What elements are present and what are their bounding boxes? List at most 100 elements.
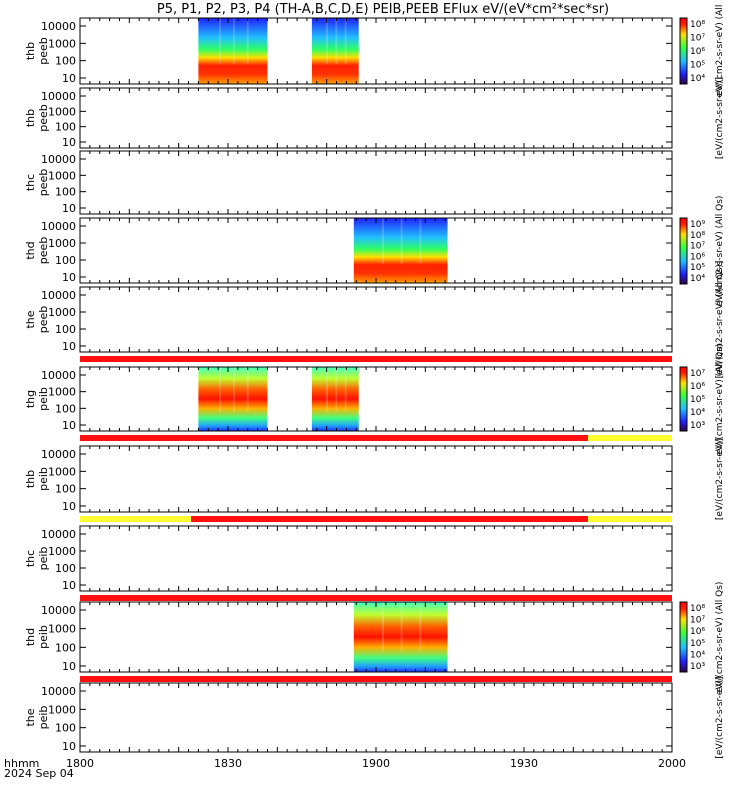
colorbar-label: eV/(cm2-s-sr-eV) (All Qs) (715, 582, 725, 693)
y-tick-label: 100 (55, 722, 76, 735)
spectrogram-panel: 10000 1000 100 10 the peib (24, 682, 673, 753)
colorbar-tick-label: 10⁷ (690, 242, 705, 252)
panel-ylabel: thd (24, 241, 37, 259)
colorbar: 10⁸ 10⁷ 10⁶ 10⁵ 10⁴ eV/(cm2-s-sr-eV) (All (679, 5, 725, 97)
colorbar-tick-label: 10⁶ (690, 627, 705, 637)
y-tick-label: 10 (62, 500, 76, 513)
colorbar-label: [eV/(cm2-s-sr-eV)] (715, 77, 725, 159)
status-bar-segment (80, 676, 672, 682)
y-tick-label: 1000 (48, 703, 76, 716)
y-tick-label: 10000 (41, 20, 76, 33)
panel-ylabel: thg (24, 390, 37, 408)
colorbar: 10⁷ 10⁶ 10⁵ 10⁴ 10³ eV/(cm2-s-sr-eV) (All Qs) (679, 344, 725, 455)
y-tick-label: 1000 (48, 386, 76, 399)
colorbar-tick-label: 10⁵ (690, 395, 705, 405)
panel-ylabel: thc (24, 174, 37, 191)
y-tick-label: 100 (55, 402, 76, 415)
colorbar-tick-label: 10³ (690, 662, 705, 672)
data-interval-structure (344, 367, 347, 412)
colorbar-tick-label: 10⁸ (690, 231, 705, 241)
y-tick-label: 10 (62, 579, 76, 592)
colorbar-tick-label: 10⁶ (690, 47, 705, 57)
y-tick-label: 10 (62, 740, 76, 753)
panel-frame (79, 445, 673, 513)
colorbar-tick-label: 10⁷ (690, 34, 705, 44)
y-tick-label: 1000 (48, 237, 76, 250)
panel-ylabel-sub: peeb (37, 306, 50, 334)
y-tick-label: 1000 (48, 545, 76, 558)
data-interval-structure (232, 18, 235, 65)
y-tick-label: 1000 (48, 465, 76, 478)
panel-ylabel-sub: peeb (37, 37, 50, 65)
panel-ylabel-sub: peib (37, 467, 50, 491)
colorbar-scale (679, 217, 688, 285)
status-bars (80, 356, 672, 682)
panel-ylabel: thc (24, 550, 37, 567)
x-tick-label: 2000 (658, 757, 686, 770)
panel-ylabel: thb (24, 470, 37, 488)
spectrogram-panel: 10000 1000 100 10 thg peib (24, 366, 673, 432)
colorbar-scale (679, 17, 688, 85)
panel-frame (79, 366, 673, 432)
y-tick-label: 10 (62, 660, 76, 673)
y-tick-label: 10000 (41, 369, 76, 382)
data-interval-structure (246, 18, 249, 65)
data-interval-structure (246, 367, 249, 412)
x-tick-label: 1900 (362, 757, 390, 770)
data-interval-structure (381, 218, 384, 264)
panel-ylabel-sub: peib (37, 547, 50, 571)
y-tick-label: 10000 (41, 685, 76, 698)
x-tick-label: 1830 (214, 757, 242, 770)
colorbar: [eV/(cm2-s-sr-eV)] (715, 77, 725, 159)
x-tick-label: 1930 (510, 757, 538, 770)
colorbar-label: eV/(cm2-s-sr-eV) (All Qs) (715, 196, 725, 307)
panel-frame (79, 150, 673, 215)
data-interval-structure (419, 218, 422, 264)
status-bar-segment (80, 516, 191, 522)
y-tick-label: 1000 (48, 169, 76, 182)
spectrogram-panel: 10000 1000 100 10 thd peib (24, 601, 673, 673)
x-axis-unit-label: hhmm (4, 757, 39, 770)
spectrogram-panel: 10000 1000 100 10 thd peeb (24, 217, 673, 284)
spectrogram-panel: 10000 1000 100 10 thc peeb (24, 150, 673, 215)
spectrogram-panel: 10000 1000 100 10 thb peib (24, 445, 673, 513)
y-tick-label: 1000 (48, 105, 76, 118)
panel-ylabel: thb (24, 42, 37, 60)
colorbar-label: eV/(cm2-s-sr-eV) (All Qs) (715, 344, 725, 455)
y-tick-label: 1000 (48, 623, 76, 636)
y-tick-label: 100 (55, 186, 76, 199)
y-tick-label: 10000 (41, 90, 76, 103)
status-bar-segment (191, 516, 589, 522)
data-interval-structure (400, 218, 403, 264)
y-tick-label: 10000 (41, 604, 76, 617)
y-tick-label: 100 (55, 121, 76, 134)
status-bar-segment (80, 356, 672, 362)
colorbar-scale (679, 601, 688, 673)
data-interval (353, 602, 448, 672)
spectrogram-panel: 10000 1000 100 10 thb peeb (24, 87, 673, 149)
x-tick-label: 1800 (66, 757, 94, 770)
colorbar-label: [eV/(cm2-s-sr-eV)] (715, 438, 725, 520)
data-interval (311, 18, 359, 84)
data-interval-structure (381, 602, 384, 651)
panel-ylabel-sub: peib (37, 625, 50, 649)
colorbar-tick-label: 10⁵ (690, 639, 705, 649)
y-tick-label: 100 (55, 641, 76, 654)
data-interval-structure (219, 18, 222, 65)
colorbar-tick-label: 10⁶ (690, 252, 705, 262)
y-tick-label: 100 (55, 254, 76, 267)
data-interval (353, 218, 448, 283)
panel-frame (79, 286, 673, 353)
y-tick-label: 10000 (41, 289, 76, 302)
data-interval-structure (325, 367, 328, 412)
spectrogram-panel: 10000 1000 100 10 thc peib (24, 525, 673, 592)
colorbar-tick-label: 10⁴ (690, 408, 705, 418)
colorbar-tick-label: 10⁵ (690, 61, 705, 71)
panel-frame (79, 17, 673, 85)
data-interval (311, 367, 359, 431)
colorbar-tick-label: 10⁷ (690, 369, 705, 379)
